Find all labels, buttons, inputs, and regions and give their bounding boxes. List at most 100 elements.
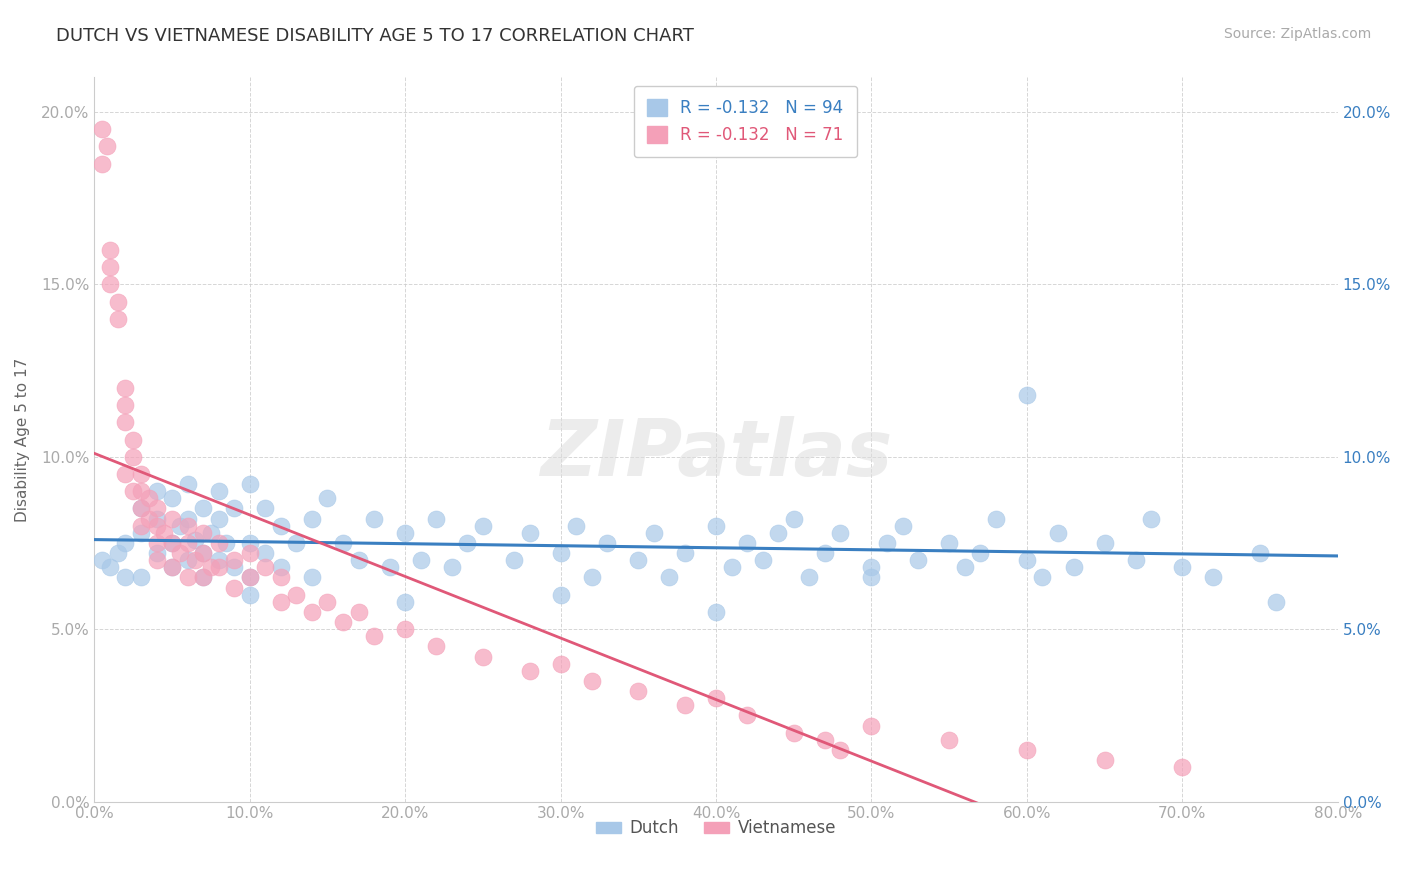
Point [96,139,118,153]
Point [440,560,463,574]
Point [239,536,262,550]
Point [347,553,370,567]
Point [814,546,837,560]
Point [224,501,246,516]
Point [456,536,478,550]
Point [830,743,852,757]
Point [107,546,129,560]
Point [145,512,167,526]
Point [1202,570,1225,584]
Point [91,156,114,170]
Point [1015,553,1038,567]
Point [891,518,914,533]
Point [704,691,727,706]
Point [122,433,145,447]
Point [860,719,883,733]
Point [176,570,198,584]
Point [224,553,246,567]
Point [254,560,277,574]
Point [176,512,198,526]
Point [581,673,603,688]
Point [301,512,323,526]
Point [129,501,152,516]
Point [224,581,246,595]
Point [830,525,852,540]
Point [301,605,323,619]
Point [239,477,262,491]
Text: ZIPatlas: ZIPatlas [540,416,893,492]
Point [1031,570,1053,584]
Point [129,501,152,516]
Point [145,546,167,560]
Point [643,525,665,540]
Point [704,605,727,619]
Point [704,518,727,533]
Point [176,536,198,550]
Point [984,512,1007,526]
Point [1046,525,1069,540]
Point [191,546,214,560]
Point [191,570,214,584]
Point [160,512,183,526]
Point [215,536,238,550]
Point [98,260,121,274]
Point [160,491,183,505]
Text: Source: ZipAtlas.com: Source: ZipAtlas.com [1223,27,1371,41]
Point [425,640,447,654]
Point [191,570,214,584]
Point [658,570,681,584]
Point [938,536,960,550]
Point [145,518,167,533]
Point [1015,387,1038,401]
Point [270,570,292,584]
Point [394,594,416,608]
Point [503,553,526,567]
Point [596,536,619,550]
Point [191,546,214,560]
Point [720,560,742,574]
Point [1125,553,1147,567]
Point [1094,753,1116,767]
Point [122,450,145,464]
Point [768,525,790,540]
Point [129,525,152,540]
Point [98,560,121,574]
Point [581,570,603,584]
Point [876,536,898,550]
Point [145,536,167,550]
Point [347,605,370,619]
Point [425,512,447,526]
Point [129,570,152,584]
Point [208,553,231,567]
Point [953,560,976,574]
Y-axis label: Disability Age 5 to 17: Disability Age 5 to 17 [15,358,30,522]
Point [550,588,572,602]
Point [239,570,262,584]
Point [860,570,883,584]
Point [550,546,572,560]
Point [471,649,494,664]
Point [1171,560,1194,574]
Point [783,512,806,526]
Point [114,570,136,584]
Point [550,657,572,671]
Point [378,560,401,574]
Point [176,518,198,533]
Point [270,594,292,608]
Point [153,525,176,540]
Point [673,546,696,560]
Point [332,615,354,630]
Point [783,725,806,739]
Point [301,570,323,584]
Point [107,294,129,309]
Point [394,525,416,540]
Point [316,491,339,505]
Point [409,553,432,567]
Point [107,311,129,326]
Point [565,518,588,533]
Point [98,277,121,292]
Point [145,484,167,499]
Point [285,588,308,602]
Point [160,536,183,550]
Point [208,512,231,526]
